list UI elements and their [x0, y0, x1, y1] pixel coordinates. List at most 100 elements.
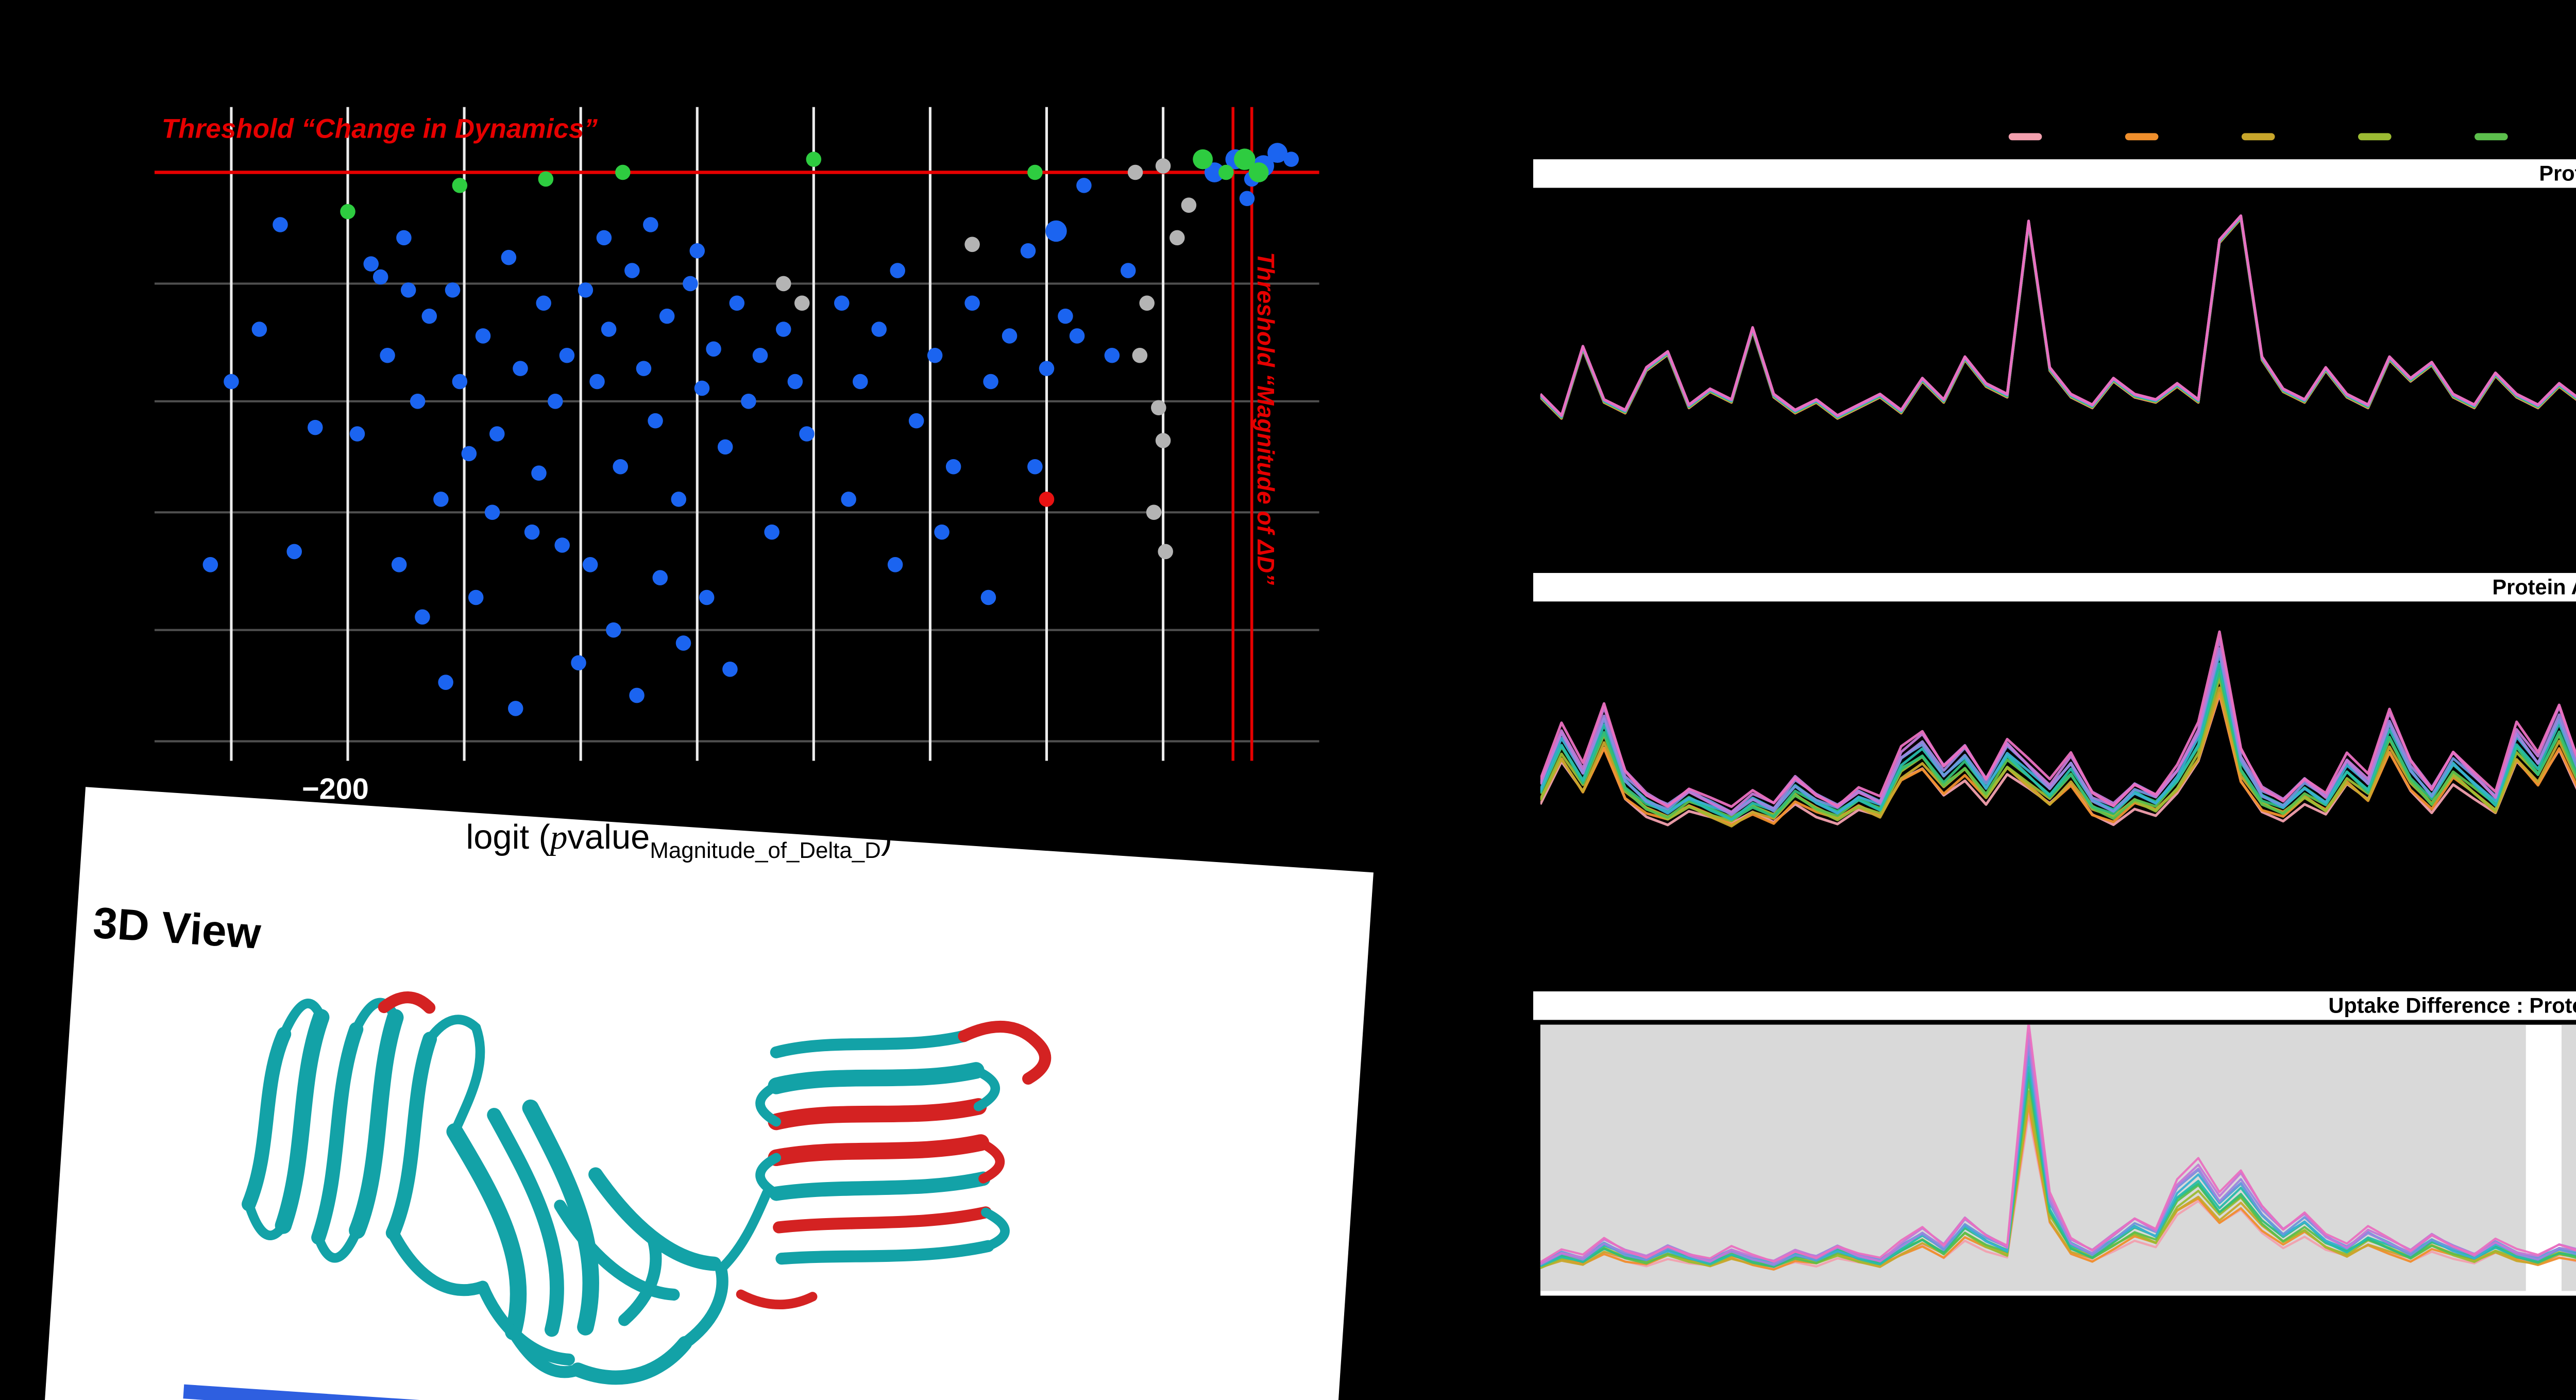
volcano-point-not-significant[interactable]: [927, 348, 943, 363]
volcano-point-reference[interactable]: [775, 276, 791, 292]
volcano-point-not-significant[interactable]: [507, 701, 523, 716]
volcano-point-not-significant[interactable]: [571, 655, 586, 671]
protein-ribbon-structure[interactable]: [168, 947, 1129, 1400]
volcano-point-not-significant[interactable]: [224, 374, 239, 390]
uptake-difference-chart[interactable]: [1540, 1024, 2576, 1296]
legend-swatch[interactable]: [2357, 132, 2391, 141]
volcano-point-not-significant[interactable]: [1058, 308, 1073, 324]
volcano-point-not-significant[interactable]: [964, 295, 980, 311]
volcano-point-not-significant[interactable]: [775, 322, 791, 337]
volcano-point-not-significant[interactable]: [601, 322, 617, 337]
volcano-point-not-significant[interactable]: [396, 230, 412, 246]
volcano-point-not-significant[interactable]: [468, 589, 484, 605]
volcano-point-not-significant[interactable]: [729, 295, 745, 311]
volcano-point-not-significant[interactable]: [433, 492, 449, 507]
volcano-point-not-significant[interactable]: [501, 249, 517, 265]
volcano-point-not-significant[interactable]: [613, 459, 628, 475]
uptake-chart-protein-a-ligand[interactable]: [1540, 609, 2576, 968]
volcano-point-not-significant[interactable]: [536, 295, 551, 311]
volcano-point-not-significant[interactable]: [1204, 162, 1225, 182]
volcano-point-not-significant[interactable]: [629, 687, 645, 703]
volcano-point-not-significant[interactable]: [1039, 361, 1055, 376]
volcano-point-not-significant[interactable]: [890, 263, 905, 278]
volcano-point-significant[interactable]: [1234, 148, 1256, 170]
volcano-point-not-significant[interactable]: [699, 589, 715, 605]
volcano-point-not-significant[interactable]: [799, 426, 815, 442]
volcano-point-reference[interactable]: [1181, 197, 1197, 213]
volcano-point-not-significant[interactable]: [363, 256, 379, 272]
volcano-point-not-significant[interactable]: [1076, 178, 1092, 193]
volcano-point-significant[interactable]: [615, 164, 631, 180]
legend-swatch[interactable]: [2008, 132, 2042, 141]
volcano-point-not-significant[interactable]: [787, 374, 803, 390]
volcano-point-reference[interactable]: [1155, 433, 1171, 448]
volcano-point-reference[interactable]: [1139, 295, 1155, 311]
volcano-point-not-significant[interactable]: [1120, 263, 1136, 278]
volcano-point-not-significant[interactable]: [1002, 328, 1018, 344]
volcano-point-not-significant[interactable]: [945, 459, 961, 475]
volcano-point-not-significant[interactable]: [1283, 151, 1299, 167]
volcano-point-not-significant[interactable]: [410, 394, 426, 409]
volcano-point-not-significant[interactable]: [489, 426, 505, 442]
volcano-plot-area[interactable]: [154, 107, 1319, 761]
volcano-point-not-significant[interactable]: [513, 361, 528, 376]
structure-3d-panel[interactable]: 3D View: [38, 787, 1374, 1400]
volcano-point-not-significant[interactable]: [1267, 143, 1287, 163]
volcano-point-significant[interactable]: [538, 171, 554, 187]
volcano-point-not-significant[interactable]: [524, 524, 540, 540]
volcano-point-not-significant[interactable]: [380, 348, 395, 363]
volcano-point-reference[interactable]: [1151, 400, 1166, 416]
volcano-point-not-significant[interactable]: [887, 557, 903, 572]
volcano-point-reference[interactable]: [1146, 504, 1162, 520]
volcano-point-not-significant[interactable]: [706, 341, 721, 357]
legend-swatch[interactable]: [2473, 132, 2507, 141]
volcano-point-not-significant[interactable]: [251, 322, 267, 337]
volcano-point-not-significant[interactable]: [624, 263, 640, 278]
volcano-point-not-significant[interactable]: [531, 465, 547, 481]
volcano-point-not-significant[interactable]: [596, 230, 612, 246]
volcano-point-not-significant[interactable]: [391, 557, 407, 572]
volcano-point-not-significant[interactable]: [980, 589, 996, 605]
volcano-point-not-significant[interactable]: [834, 295, 850, 311]
volcano-point-not-significant[interactable]: [445, 282, 461, 298]
volcano-point-not-significant[interactable]: [983, 374, 998, 390]
volcano-point-not-significant[interactable]: [286, 544, 302, 560]
volcano-point-not-significant[interactable]: [764, 524, 779, 540]
volcano-point-not-significant[interactable]: [202, 557, 218, 572]
legend-swatch[interactable]: [2241, 132, 2275, 141]
uptake-chart-protein-a[interactable]: [1540, 195, 2576, 551]
volcano-point-reference[interactable]: [964, 237, 980, 252]
volcano-point-reference[interactable]: [1132, 348, 1148, 363]
volcano-point-not-significant[interactable]: [308, 419, 323, 435]
volcano-point-not-significant[interactable]: [722, 662, 738, 677]
volcano-point-not-significant[interactable]: [1027, 459, 1043, 475]
volcano-point-not-significant[interactable]: [475, 328, 491, 344]
volcano-point-not-significant[interactable]: [934, 524, 950, 540]
volcano-point-not-significant[interactable]: [606, 622, 621, 638]
volcano-point-significant[interactable]: [1193, 149, 1213, 170]
volcano-point-not-significant[interactable]: [1239, 191, 1255, 207]
volcano-point-not-significant[interactable]: [372, 269, 388, 285]
volcano-point-not-significant[interactable]: [421, 308, 437, 324]
volcano-point-significant[interactable]: [806, 151, 822, 167]
volcano-point-not-significant[interactable]: [273, 217, 288, 232]
volcano-point-not-significant[interactable]: [1020, 243, 1036, 259]
volcano-point-significant[interactable]: [452, 178, 468, 193]
volcano-point-not-significant[interactable]: [349, 426, 365, 442]
volcano-point-not-significant[interactable]: [659, 308, 675, 324]
volcano-point-not-significant[interactable]: [683, 276, 698, 292]
volcano-point-significant[interactable]: [1248, 162, 1269, 182]
volcano-point-reference[interactable]: [794, 295, 810, 311]
volcano-point-not-significant[interactable]: [752, 348, 768, 363]
volcano-point-not-significant[interactable]: [853, 374, 868, 390]
volcano-point-not-significant[interactable]: [415, 609, 430, 625]
volcano-point-not-significant[interactable]: [1045, 220, 1067, 242]
volcano-point-not-significant[interactable]: [589, 374, 605, 390]
volcano-point-reference[interactable]: [1155, 158, 1171, 174]
volcano-point-not-significant[interactable]: [652, 570, 668, 585]
volcano-point-significant[interactable]: [340, 204, 355, 220]
volcano-point-not-significant[interactable]: [1069, 328, 1085, 344]
volcano-point-not-significant[interactable]: [671, 492, 687, 507]
volcano-point-not-significant[interactable]: [578, 282, 594, 298]
volcano-point-not-significant[interactable]: [694, 380, 710, 396]
